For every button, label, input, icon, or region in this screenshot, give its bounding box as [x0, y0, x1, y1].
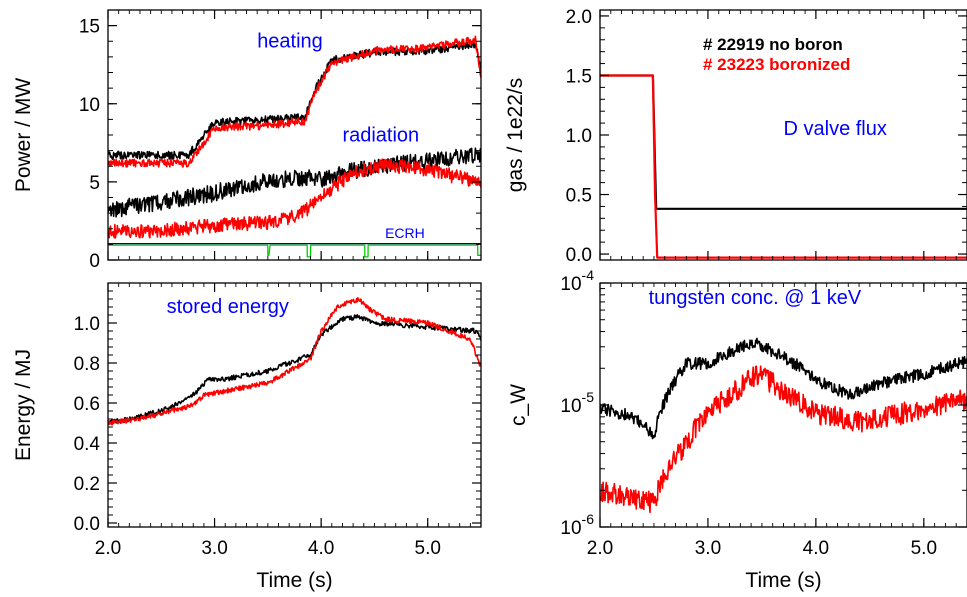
- x-tick-label: 4.0: [803, 538, 829, 559]
- x-tick-label: 3.0: [695, 538, 721, 559]
- y-tick-label: 1.0: [566, 126, 592, 147]
- annotation-label: D valve flux: [784, 118, 887, 140]
- y-tick-label: 0.8: [74, 354, 100, 375]
- x-tick-label: 2.0: [587, 538, 613, 559]
- y-tick-label: 1.0: [74, 314, 100, 335]
- series-line-ecrh_green: [108, 244, 481, 258]
- x-tick-label: 2.0: [95, 538, 121, 559]
- series-line-heating_black: [108, 41, 481, 160]
- y-tick-label: 2.0: [566, 7, 592, 28]
- series-line-energy_red: [108, 297, 481, 426]
- y-tick-label: 0.0: [74, 514, 100, 535]
- y-tick-label-base: 10: [560, 396, 581, 417]
- y-tick-label: 10: [79, 95, 100, 116]
- y-tick-label-base: 10: [560, 518, 581, 539]
- series-group: [108, 35, 481, 258]
- y-tick-label: 0.4: [74, 434, 101, 455]
- series-line-gas_red: [600, 74, 967, 259]
- annotation-label: stored energy: [167, 296, 289, 318]
- legend-entry: # 22919 no boron: [703, 35, 843, 54]
- annotation-label: heating: [257, 31, 323, 53]
- x-axis-label: Time (s): [256, 569, 332, 592]
- series-group: [108, 297, 481, 426]
- x-axis-label: Time (s): [745, 569, 821, 592]
- plot-frame: [599, 282, 967, 528]
- x-tick-label: 5.0: [415, 538, 441, 559]
- annotation-label: ECRH: [385, 225, 425, 241]
- y-tick-label-exponent: -5: [582, 389, 595, 405]
- x-tick-label: 3.0: [201, 538, 227, 559]
- plot-frame: [107, 282, 482, 528]
- series-line-heating_red: [108, 35, 481, 168]
- y-tick-label: 15: [79, 17, 100, 38]
- y-axis-label: Power / MW: [12, 78, 35, 193]
- y-axis-label: Energy / MJ: [12, 349, 35, 461]
- y-tick-label-exponent: -4: [582, 267, 595, 283]
- series-line-energy_black: [108, 314, 481, 425]
- annotation-label: tungsten conc. @ 1 keV: [649, 287, 862, 309]
- y-tick-label-exponent: -6: [582, 511, 595, 527]
- y-axis-label: gas / 1e22/s: [504, 78, 527, 192]
- y-tick-label: 5: [89, 173, 100, 194]
- y-tick-label: 0.6: [74, 394, 100, 415]
- panel-gas: 0.0 0.5 1.0 1.5 2.0 gas / 1e22/s D valve flux #…: [504, 7, 967, 266]
- y-tick-label-base: 10: [560, 274, 581, 295]
- series-group: [600, 337, 967, 514]
- annotation-label: radiation: [342, 124, 419, 146]
- y-tick-label: 0.5: [566, 186, 592, 207]
- series-group: [600, 74, 967, 259]
- series-line-tungsten_black: [600, 337, 967, 440]
- y-tick-label: 0: [89, 251, 100, 272]
- panel-energy: 0.0 0.2 0.4 0.6 0.8 1.0 2.0 3.0 4.0 5.0 Energy / M…: [12, 282, 482, 592]
- y-tick-label: 10-6: [560, 511, 594, 539]
- y-tick-label: 0.0: [566, 245, 592, 266]
- x-tick-label: 5.0: [911, 538, 937, 559]
- series-line-radiation_red: [108, 158, 481, 239]
- panel-power: 0 5 10 15 Power / MW heating radiation ECRH: [12, 9, 482, 272]
- y-tick-label: 1.5: [566, 66, 592, 87]
- x-tick-label: 4.0: [308, 538, 334, 559]
- series-line-tungsten_red: [600, 365, 967, 514]
- y-axis-label: c_W: [507, 384, 530, 426]
- y-tick-label: 10-4: [560, 267, 594, 295]
- y-tick-label: 10-5: [560, 389, 594, 417]
- legend-entry: # 23223 boronized: [703, 55, 850, 74]
- y-tick-label: 0.2: [74, 474, 100, 495]
